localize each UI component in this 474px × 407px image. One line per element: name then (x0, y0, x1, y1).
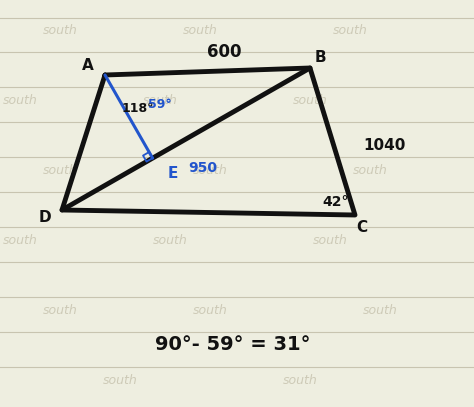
Text: south: south (103, 374, 137, 387)
Text: 1040: 1040 (363, 138, 405, 153)
Text: south: south (143, 94, 177, 107)
Text: south: south (292, 94, 328, 107)
Text: south: south (3, 94, 37, 107)
Text: D: D (39, 210, 51, 225)
Text: south: south (43, 24, 77, 37)
Text: south: south (43, 304, 77, 317)
Text: south: south (192, 164, 228, 177)
Text: 90°- 59° = 31°: 90°- 59° = 31° (155, 335, 310, 354)
Text: south: south (333, 24, 367, 37)
Text: 118°: 118° (122, 101, 155, 114)
Text: 950: 950 (188, 161, 217, 175)
Text: south: south (353, 164, 387, 177)
Text: B: B (314, 50, 326, 66)
Text: 59°: 59° (148, 98, 172, 112)
Text: south: south (283, 374, 318, 387)
Text: south: south (3, 234, 37, 247)
Text: 42°: 42° (322, 195, 348, 209)
Text: E: E (168, 166, 178, 180)
Text: south: south (43, 164, 77, 177)
Text: 600: 600 (207, 43, 241, 61)
Text: south: south (153, 234, 187, 247)
Text: A: A (82, 57, 94, 72)
Text: C: C (356, 221, 367, 236)
Text: south: south (363, 304, 397, 317)
Text: south: south (313, 234, 347, 247)
Text: south: south (182, 24, 218, 37)
Text: south: south (192, 304, 228, 317)
